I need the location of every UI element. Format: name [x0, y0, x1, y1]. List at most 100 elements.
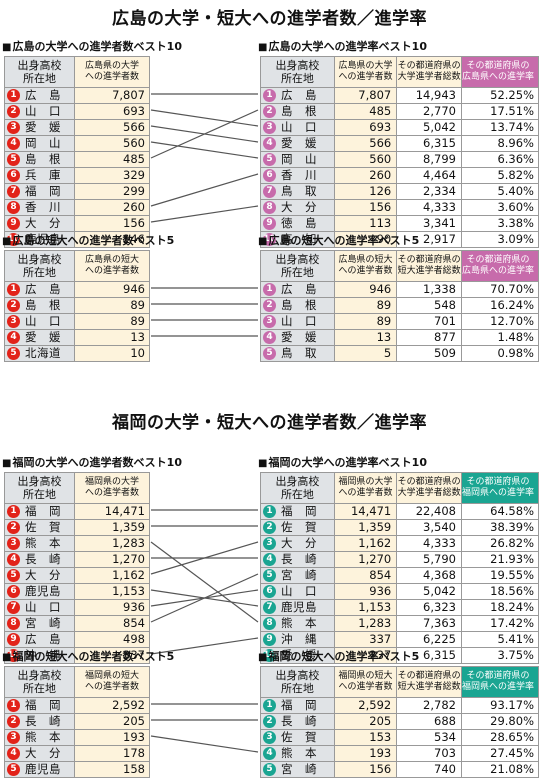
value-cell-1: 1,359 — [74, 519, 150, 536]
table-row: 6 兵 庫 329 — [4, 167, 150, 184]
value-cell-1: 156 — [74, 215, 150, 232]
value-cell-3: 21.08% — [460, 761, 539, 778]
prefecture-name: 熊 本 — [281, 616, 317, 631]
column-header-3: その都道府県の 福岡県への進学率 — [460, 666, 539, 698]
value-cell-1: 1,270 — [74, 551, 150, 568]
connector-line — [150, 109, 259, 127]
prefecture-name: 鹿児島 — [25, 584, 61, 599]
prefecture-cell: 8 大 分 — [260, 199, 335, 216]
rank-badge: 1 — [263, 89, 276, 102]
value-cell-1: 854 — [74, 615, 150, 632]
column-header-prefecture: 出身高校 所在地 — [4, 56, 75, 88]
value-cell-3: 5.40% — [460, 183, 539, 200]
prefecture-name: 兵 庫 — [25, 168, 61, 183]
prefecture-name: 沖 縄 — [281, 632, 317, 647]
value-cell-1: 14,471 — [74, 503, 150, 520]
prefecture-name: 佐 賀 — [281, 520, 317, 535]
prefecture-cell: 1 福 岡 — [4, 697, 75, 714]
connector-line — [150, 173, 259, 207]
value-cell-3: 5.82% — [460, 167, 539, 184]
value-cell-1: 936 — [333, 583, 398, 600]
prefecture-name: 鳥 取 — [281, 346, 317, 361]
value-cell-3: 27.45% — [460, 745, 539, 762]
value-cell-1: 7,807 — [74, 87, 150, 104]
prefecture-cell: 6 兵 庫 — [4, 167, 75, 184]
connector-line — [150, 541, 259, 623]
rank-badge: 1 — [7, 89, 20, 102]
rank-badge: 5 — [263, 153, 276, 166]
prefecture-name: 大 分 — [25, 216, 61, 231]
header-row: 出身高校 所在地 広島県の大学 への進学者数 — [4, 56, 150, 88]
value-cell-1: 193 — [333, 745, 398, 762]
value-cell-1: 693 — [74, 103, 150, 120]
hiroshima-jc_rate-table: 出身高校 所在地 広島県の短大 への進学者数 その都道府県の 短大進学者総数 その都道府県の… — [260, 250, 539, 362]
table-row: 2 佐 賀 1,359 3,540 38.39% — [260, 519, 539, 536]
prefecture-name: 広 島 — [25, 282, 61, 297]
value-cell-3: 18.56% — [460, 583, 539, 600]
prefecture-name: 大 分 — [25, 568, 61, 583]
column-header-1: 広島県の大学 への進学者数 — [74, 56, 150, 88]
value-cell-1: 89 — [333, 297, 398, 314]
prefecture-name: 山 口 — [281, 120, 317, 135]
value-cell-1: 89 — [333, 313, 398, 330]
prefecture-cell: 6 山 口 — [260, 583, 335, 600]
rank-badge: 8 — [263, 617, 276, 630]
rank-badge: 8 — [7, 201, 20, 214]
prefecture-cell: 3 山 口 — [260, 313, 335, 330]
table-row: 4 長 崎 1,270 5,790 21.93% — [260, 551, 539, 568]
table-row: 6 山 口 936 5,042 18.56% — [260, 583, 539, 600]
table-row: 3 山 口 89 — [4, 313, 150, 330]
rank-badge: 9 — [263, 217, 276, 230]
value-cell-3: 70.70% — [460, 281, 539, 298]
prefecture-name: 岡 山 — [281, 152, 317, 167]
prefecture-cell: 2 島 根 — [4, 297, 75, 314]
column-header-3: その都道府県の 福岡県への進学率 — [460, 472, 539, 504]
value-cell-1: 10 — [74, 345, 150, 362]
rank-badge: 4 — [7, 747, 20, 760]
value-cell-3: 3.09% — [460, 231, 539, 248]
rank-badge: 4 — [263, 553, 276, 566]
value-cell-3: 0.98% — [460, 345, 539, 362]
prefecture-name: 大 分 — [281, 536, 317, 551]
value-cell-1: 1,153 — [74, 583, 150, 600]
rank-badge: 2 — [263, 715, 276, 728]
prefecture-name: 鹿児島 — [281, 600, 317, 615]
prefecture-cell: 1 広 島 — [260, 87, 335, 104]
connector-line — [150, 735, 259, 753]
value-cell-1: 936 — [74, 599, 150, 616]
rank-badge: 1 — [263, 505, 276, 518]
value-cell-3: 17.51% — [460, 103, 539, 120]
rank-badge: 4 — [7, 553, 20, 566]
value-cell-3: 21.93% — [460, 551, 539, 568]
column-header-prefecture: 出身高校 所在地 — [4, 472, 75, 504]
value-cell-1: 156 — [333, 761, 398, 778]
column-header-3: その都道府県の 広島県への進学率 — [460, 250, 539, 282]
value-cell-2: 509 — [396, 345, 462, 362]
rank-badge: 2 — [263, 105, 276, 118]
table-row: 2 長 崎 205 — [4, 713, 150, 730]
hiroshima-title: 広島の大学・短大への進学者数／進学率 — [112, 9, 427, 29]
rank-badge: 5 — [7, 347, 20, 360]
value-cell-1: 1,162 — [74, 567, 150, 584]
column-header-prefecture: 出身高校 所在地 — [260, 250, 335, 282]
table-row: 8 大 分 156 4,333 3.60% — [260, 199, 539, 216]
prefecture-name: 宮 崎 — [281, 568, 317, 583]
connector-line — [150, 109, 259, 159]
rank-badge: 2 — [7, 105, 20, 118]
value-cell-2: 7,363 — [396, 615, 462, 632]
connector-line — [150, 205, 259, 223]
value-cell-3: 16.24% — [460, 297, 539, 314]
prefecture-name: 大 分 — [281, 200, 317, 215]
prefecture-cell: 5 鳥 取 — [260, 345, 335, 362]
value-cell-1: 89 — [74, 313, 150, 330]
rank-badge: 3 — [263, 315, 276, 328]
prefecture-name: 熊 本 — [25, 730, 61, 745]
prefecture-name: 山 口 — [281, 584, 317, 599]
